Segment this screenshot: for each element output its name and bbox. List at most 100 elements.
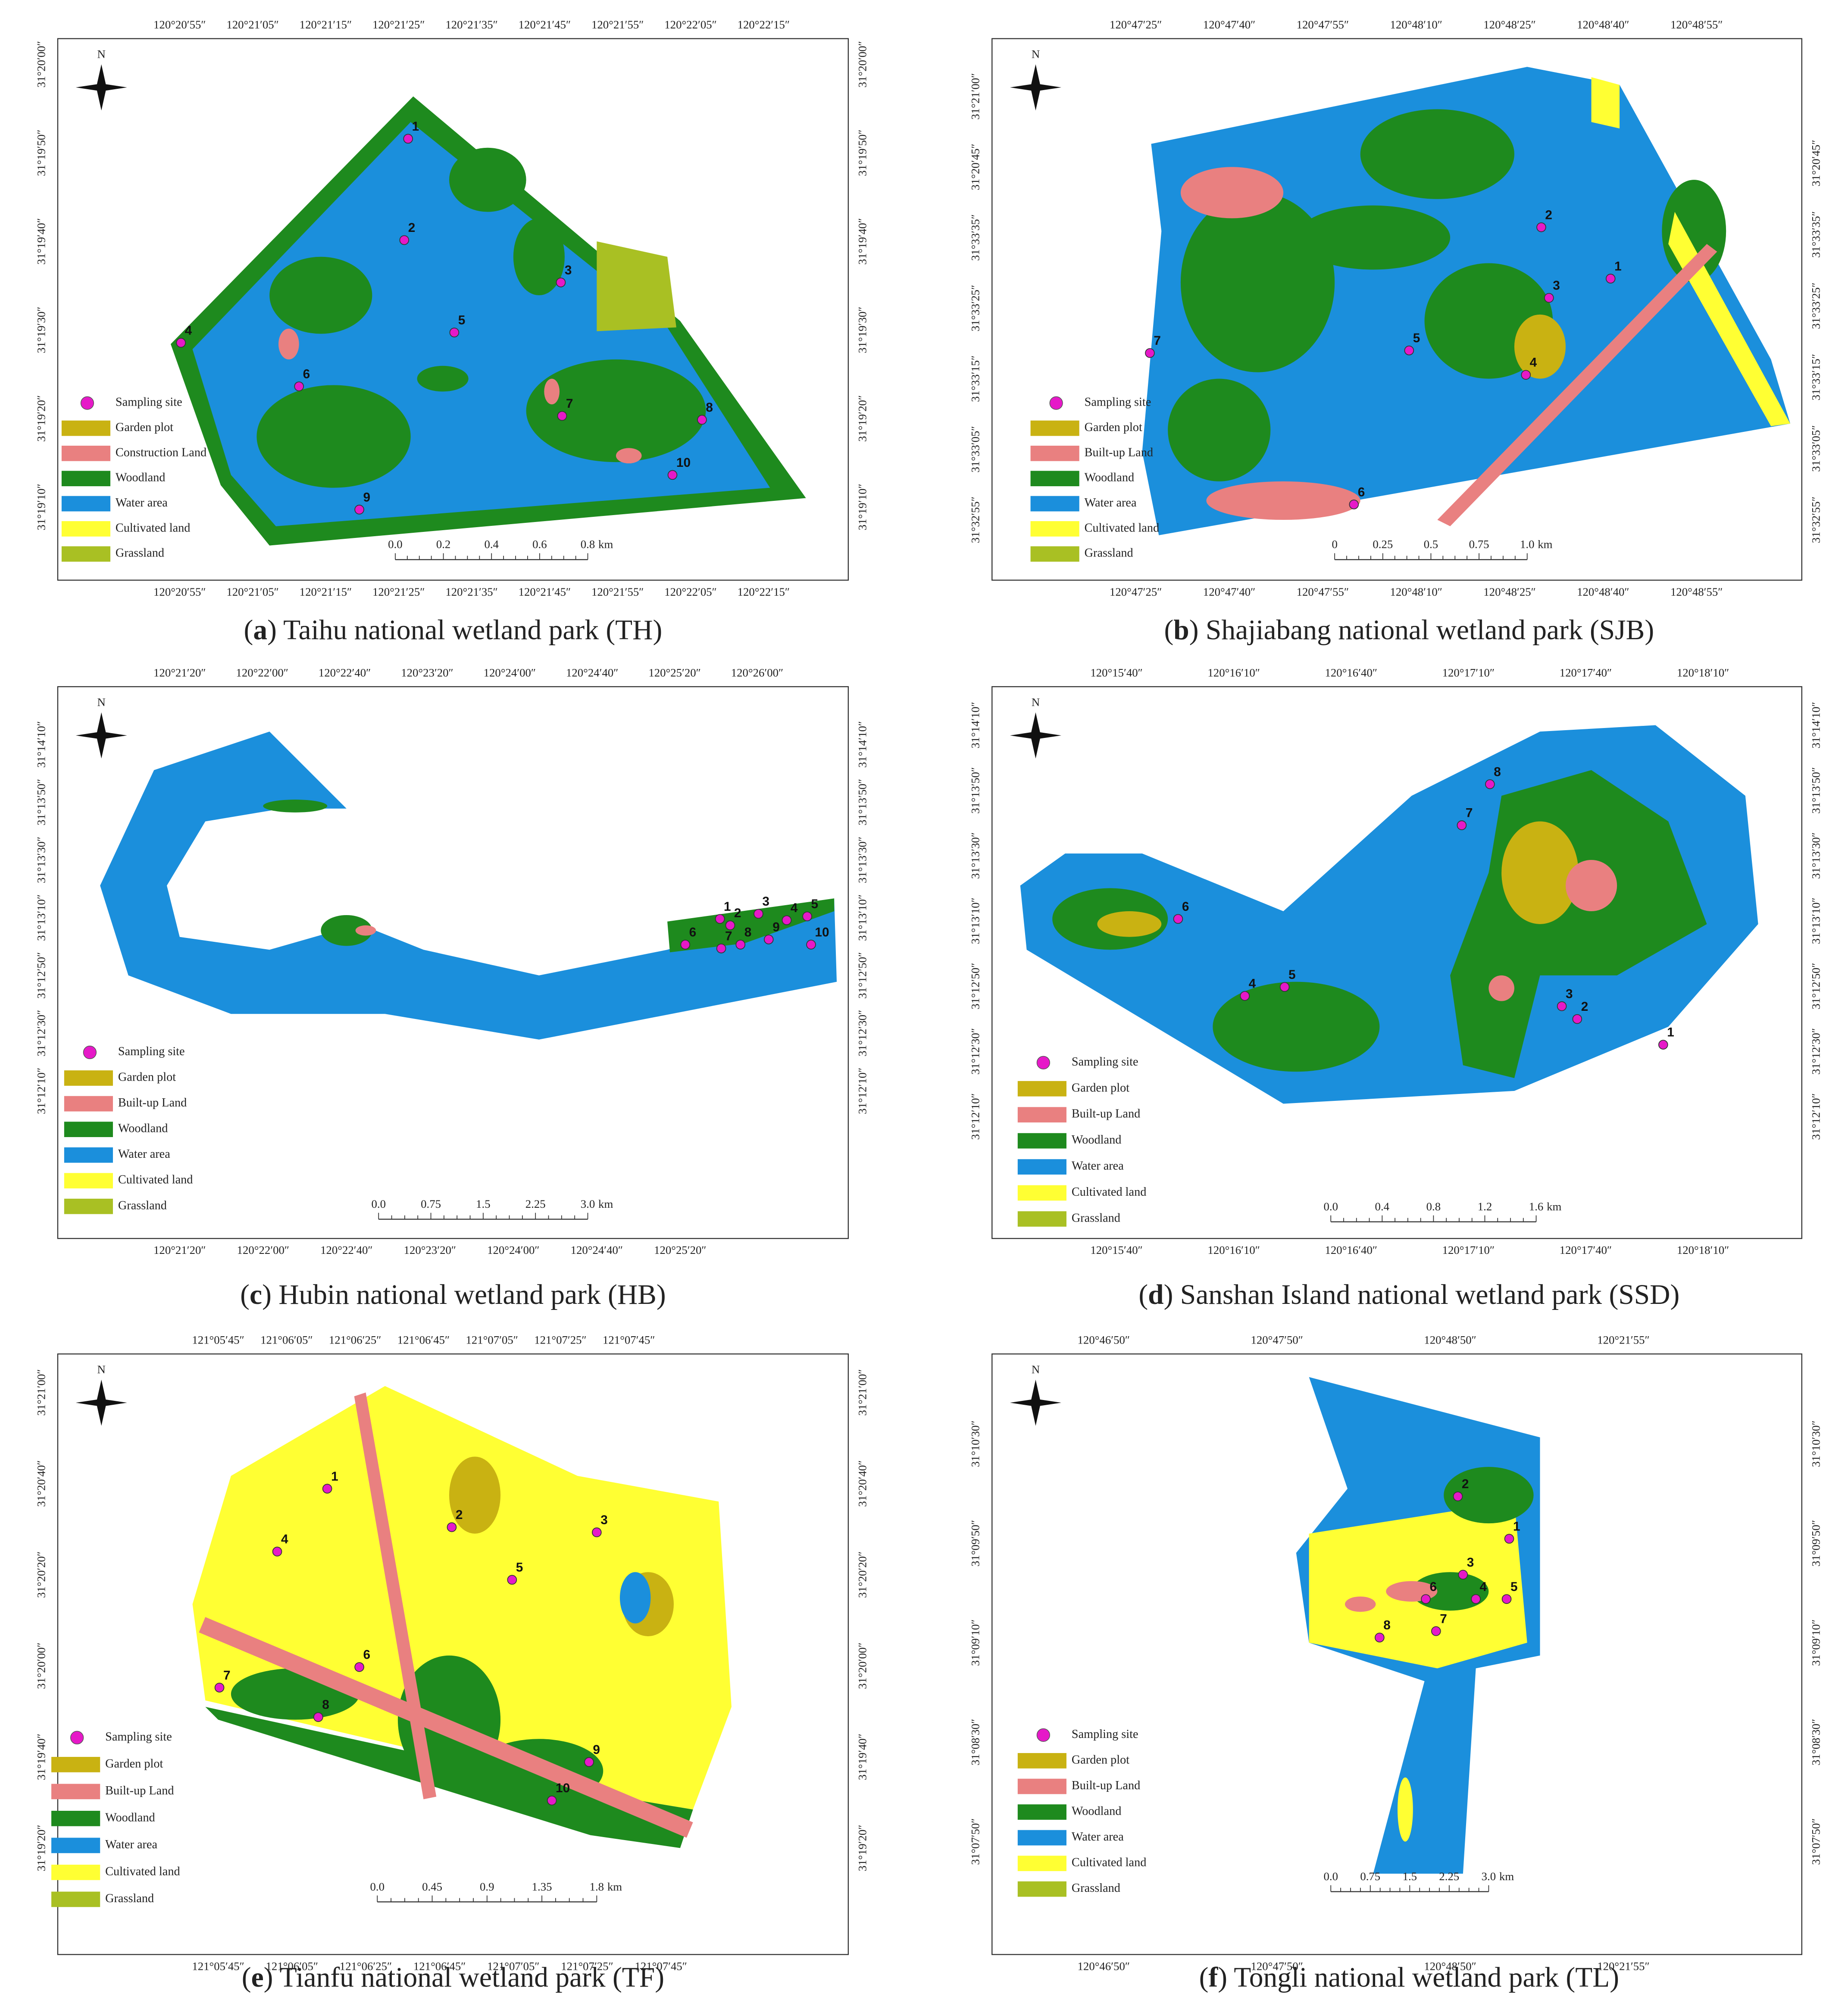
scale-label: 0.8 (581, 538, 595, 551)
scale-label: 0.75 (1469, 538, 1489, 551)
x-tick-label: 120°48′50″ (1424, 1334, 1476, 1347)
x-tick-label: 120°21′55″ (591, 585, 644, 598)
land-cover-area (619, 1572, 651, 1624)
site-label: 7 (1466, 806, 1473, 820)
caption: (a) Taihu national wetland park (TH) (244, 615, 663, 646)
y-tick-label: 31°08′30″ (969, 1719, 982, 1766)
legend-label: Sampling site (1072, 1055, 1138, 1069)
legend-label: Built-up Land (105, 1784, 174, 1797)
sampling-site (725, 920, 735, 931)
site-label: 1 (412, 119, 419, 134)
x-tick-label: 120°48′50″ (1424, 1959, 1476, 1972)
scale-label: 0.75 (1360, 1870, 1380, 1883)
scale-label: 0.75 (421, 1197, 441, 1210)
site-label: 7 (725, 929, 732, 943)
x-tick-label: 120°23′20″ (404, 1244, 456, 1256)
sampling-site (1431, 1626, 1441, 1636)
land-cover-area (616, 448, 642, 464)
legend-swatch (61, 471, 111, 487)
site-label: 6 (1182, 900, 1189, 914)
sampling-site (403, 134, 413, 144)
y-tick-label: 31°14′10″ (1810, 702, 1823, 748)
y-tick-label: 31°20′20″ (856, 1551, 869, 1598)
y-tick-label: 31°21′00″ (34, 1369, 47, 1416)
y-tick-label: 31°13′10″ (969, 897, 982, 944)
x-tick-label: 120°16′10″ (1207, 1244, 1260, 1256)
site-label: 1 (331, 1469, 338, 1484)
sampling-site (214, 1682, 225, 1693)
x-tick-label: 120°25′20″ (648, 666, 700, 679)
legend-symbol (80, 396, 94, 410)
caption-part: ( (240, 1279, 250, 1310)
caption-part: ) Tongli national wetland park (TL) (1218, 1962, 1619, 1993)
sampling-site (547, 1795, 557, 1806)
y-tick-label: 31°09′50″ (969, 1520, 982, 1566)
legend-label: Woodland (118, 1122, 168, 1135)
sampling-site (272, 1547, 282, 1556)
scale-label: 1.8 (590, 1880, 604, 1893)
legend-swatch (51, 1838, 100, 1853)
y-tick-label: 31°14′10″ (34, 721, 47, 768)
legend-swatch (61, 496, 111, 512)
north-label: N (1032, 47, 1040, 60)
site-label: 8 (1494, 765, 1501, 779)
y-tick-label: 31°33′15″ (969, 356, 982, 402)
legend-swatch (61, 420, 111, 436)
site-label: 2 (1545, 208, 1552, 222)
land-cover-area (1097, 911, 1162, 937)
caption-part: a (253, 615, 267, 646)
x-tick-label: 120°18′10″ (1677, 1244, 1729, 1256)
y-tick-label: 31°20′40″ (34, 1460, 47, 1507)
sampling-site (1173, 914, 1183, 924)
y-tick-label: 31°12′30″ (856, 1010, 869, 1056)
caption-part: ) Sanshan Island national wetland park (… (1164, 1279, 1680, 1310)
legend-swatch (1017, 1856, 1066, 1871)
legend-swatch (61, 546, 111, 562)
scale-label: 0.0 (370, 1880, 385, 1893)
y-tick-label: 31°12′30″ (1810, 1028, 1823, 1075)
x-tick-label: 120°21′45″ (519, 18, 571, 31)
sampling-site (782, 915, 792, 925)
caption-part: d (1148, 1279, 1163, 1310)
y-tick-label: 31°19′30″ (856, 306, 869, 353)
north-label: N (1032, 1363, 1040, 1376)
site-label: 10 (815, 925, 829, 940)
sampling-site (763, 934, 774, 944)
y-tick-label: 31°13′30″ (856, 837, 869, 883)
legend-swatch (1017, 1211, 1066, 1227)
y-tick-label: 31°19′20″ (856, 1825, 869, 1871)
site-label: 8 (744, 925, 752, 940)
site-label: 6 (363, 1648, 371, 1662)
sampling-site (449, 328, 460, 338)
sampling-site (354, 1662, 364, 1672)
site-label: 1 (1667, 1025, 1674, 1040)
x-tick-label: 120°21′05″ (226, 585, 278, 598)
y-tick-label: 31°13′50″ (34, 779, 47, 825)
scale-label: 0 (1332, 538, 1337, 551)
scale-label: 3.0 (581, 1197, 595, 1210)
north-label: N (97, 47, 106, 60)
legend-label: Grassland (1072, 1211, 1120, 1225)
land-cover-area (597, 241, 676, 331)
x-tick-label: 120°21′15″ (300, 18, 352, 31)
sampling-site (399, 235, 410, 245)
legend-swatch (64, 1198, 113, 1214)
y-tick-label: 31°13′30″ (1810, 832, 1823, 879)
x-tick-label: 120°16′10″ (1207, 666, 1260, 679)
y-tick-label: 31°13′30″ (969, 832, 982, 879)
land-cover-area (1411, 1572, 1489, 1611)
x-tick-label: 120°16′40″ (1325, 1244, 1377, 1256)
legend-label: Garden plot (105, 1757, 163, 1770)
site-label: 4 (1530, 356, 1537, 370)
sampling-site (584, 1757, 594, 1767)
scale-label: 0.4 (1375, 1200, 1389, 1213)
sampling-site (806, 940, 816, 950)
scale-label: 1.5 (476, 1197, 490, 1210)
legend-label: Water area (118, 1147, 170, 1161)
map-panel: 120°47′25″ 120°47′40″ 120°47′55″ 120°48′10″… (969, 18, 1823, 646)
legend-label: Sampling site (118, 1045, 185, 1058)
y-tick-label: 31°32′55″ (969, 497, 982, 543)
land-cover-area (199, 1617, 693, 1838)
x-tick-label: 120°25′20″ (654, 1244, 706, 1256)
